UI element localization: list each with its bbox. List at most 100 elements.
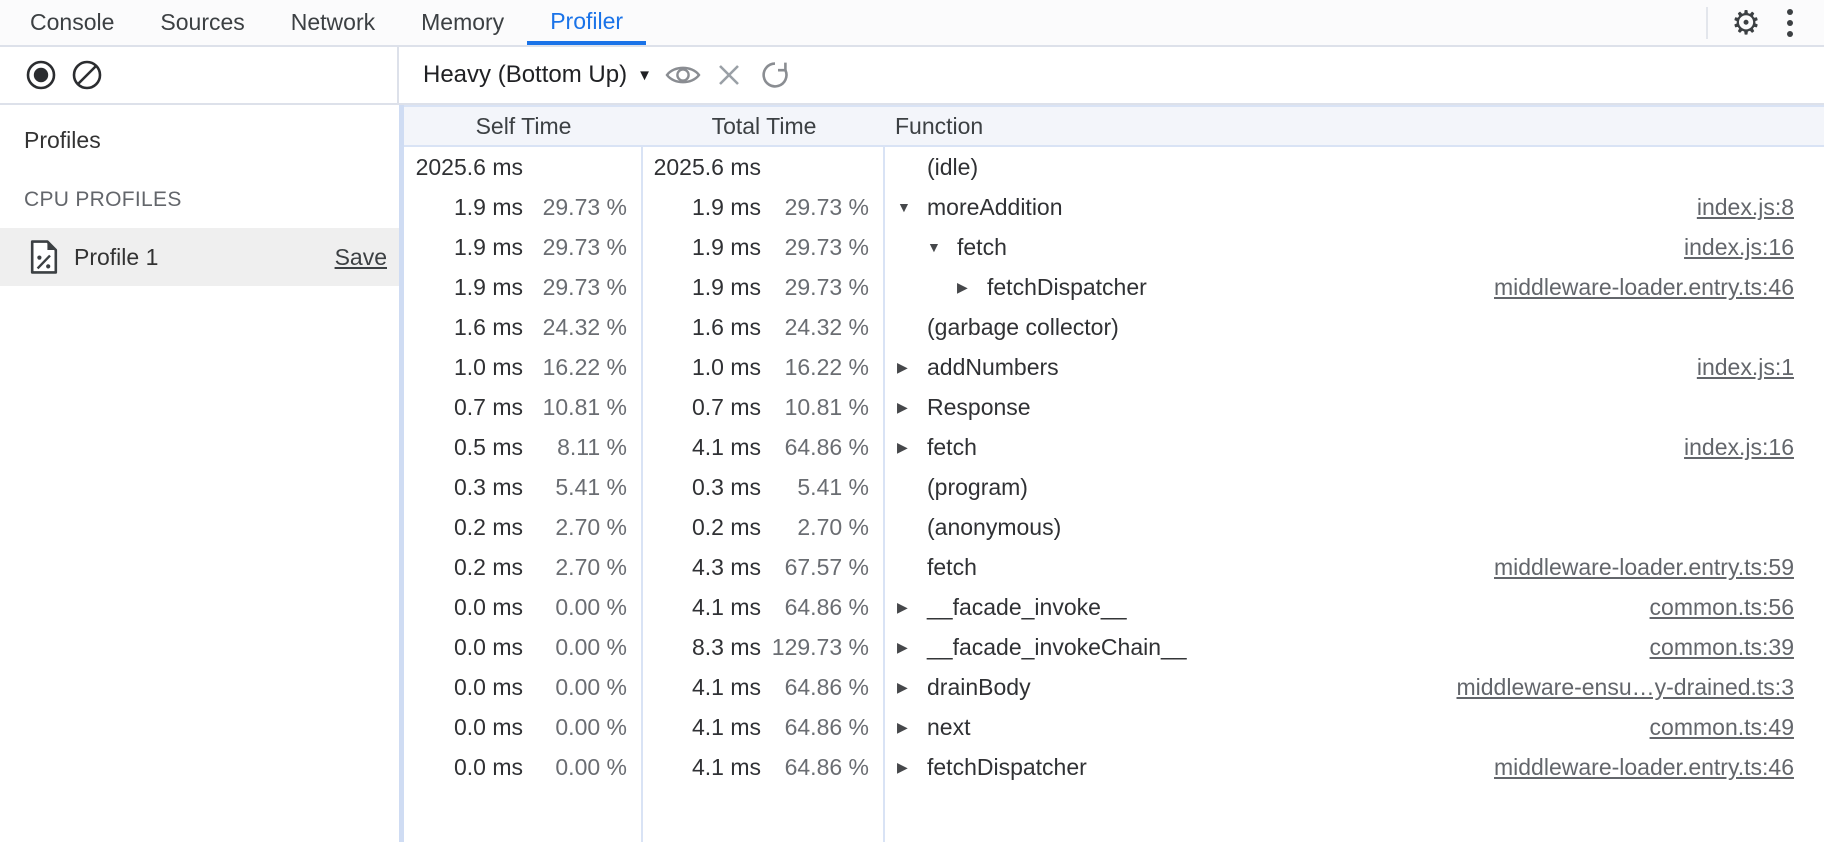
expand-arrow-icon[interactable]: ▶ bbox=[957, 278, 968, 295]
self-time-cell: 0.0 ms 0.00 % bbox=[404, 594, 643, 621]
profile-list-item[interactable]: Profile 1 Save bbox=[0, 228, 399, 286]
self-time-ms: 1.0 ms bbox=[453, 353, 523, 380]
table-row[interactable]: 1.9 ms 29.73 % 1.9 ms 29.73 % ▼ fetch in… bbox=[404, 227, 1824, 267]
source-location-link[interactable]: middleware-loader.entry.ts:46 bbox=[1494, 753, 1794, 780]
function-name: drainBody bbox=[927, 673, 1031, 700]
expand-arrow-icon[interactable]: ▶ bbox=[897, 638, 908, 655]
table-row[interactable]: 0.2 ms 2.70 % 0.2 ms 2.70 % (anonymous) bbox=[404, 507, 1824, 547]
table-row[interactable]: 1.0 ms 16.22 % 1.0 ms 16.22 % ▶ addNumbe… bbox=[404, 347, 1824, 387]
table-row[interactable]: 0.0 ms 0.00 % 4.1 ms 64.86 % ▶ drainBody… bbox=[404, 667, 1824, 707]
expand-arrow-icon[interactable]: ▶ bbox=[897, 598, 908, 615]
expand-arrow-icon[interactable]: ▶ bbox=[897, 678, 908, 695]
close-icon bbox=[719, 65, 739, 85]
total-time-cell: 4.1 ms 64.86 % bbox=[643, 594, 885, 621]
self-time-cell: 1.6 ms 24.32 % bbox=[404, 314, 643, 341]
self-time-cell: 0.0 ms 0.00 % bbox=[404, 634, 643, 661]
table-row[interactable]: 0.2 ms 2.70 % 4.3 ms 67.57 % fetch middl… bbox=[404, 547, 1824, 587]
table-row[interactable]: 1.6 ms 24.32 % 1.6 ms 24.32 % (garbage c… bbox=[404, 307, 1824, 347]
source-location-link[interactable]: common.ts:39 bbox=[1649, 633, 1794, 660]
table-row[interactable]: 2025.6 ms 2025.6 ms (idle) bbox=[404, 147, 1824, 187]
function-cell: ▶ next common.ts:49 bbox=[885, 714, 1824, 741]
expand-arrow-icon[interactable]: ▶ bbox=[897, 358, 908, 375]
clear-profiles-button[interactable] bbox=[66, 54, 108, 96]
source-location-link[interactable]: index.js:16 bbox=[1684, 433, 1794, 460]
tab-network[interactable]: Network bbox=[290, 9, 376, 35]
tab-sources[interactable]: Sources bbox=[160, 9, 245, 35]
source-location-link[interactable]: index.js:1 bbox=[1696, 353, 1794, 380]
table-row[interactable]: 1.9 ms 29.73 % 1.9 ms 29.73 % ▼ moreAddi… bbox=[404, 187, 1824, 227]
profile-data-grid: Self Time Total Time Function 2025.6 ms … bbox=[404, 105, 1824, 842]
restore-all-button[interactable] bbox=[754, 54, 796, 96]
source-location-link[interactable]: middleware-ensu…y-drained.ts:3 bbox=[1456, 673, 1795, 700]
table-row[interactable]: 0.5 ms 8.11 % 4.1 ms 64.86 % ▶ fetch ind… bbox=[404, 427, 1824, 467]
table-row[interactable]: 0.0 ms 0.00 % 8.3 ms 129.73 % ▶ __facade… bbox=[404, 627, 1824, 667]
exclude-selected-button[interactable] bbox=[708, 54, 750, 96]
profiler-content: Profiles CPU PROFILES Profile 1 Save Sel… bbox=[0, 105, 1824, 842]
expand-arrow-icon[interactable]: ▶ bbox=[897, 438, 908, 455]
record-button[interactable] bbox=[20, 54, 62, 96]
self-time-percent: 5.41 % bbox=[555, 473, 627, 500]
expand-arrow-icon[interactable]: ▼ bbox=[927, 239, 941, 255]
source-location-link[interactable]: index.js:8 bbox=[1696, 193, 1794, 220]
table-row[interactable]: 0.0 ms 0.00 % 4.1 ms 64.86 % ▶ __facade_… bbox=[404, 587, 1824, 627]
table-row[interactable]: 0.0 ms 0.00 % 4.1 ms 64.86 % ▶ fetchDisp… bbox=[404, 747, 1824, 787]
function-name: (garbage collector) bbox=[927, 313, 1119, 340]
total-time-ms: 4.1 ms bbox=[691, 433, 761, 460]
expand-arrow-icon[interactable]: ▶ bbox=[897, 398, 908, 415]
total-time-percent: 64.86 % bbox=[784, 433, 869, 460]
source-location-link[interactable]: common.ts:56 bbox=[1649, 593, 1794, 620]
self-time-ms: 0.3 ms bbox=[453, 473, 523, 500]
function-tree-node: fetch bbox=[897, 554, 977, 581]
source-location-link[interactable]: common.ts:49 bbox=[1649, 713, 1794, 740]
function-name: fetch bbox=[927, 553, 977, 580]
tab-profiler[interactable]: Profiler bbox=[527, 0, 647, 45]
view-mode-select[interactable]: Heavy (Bottom Up) ▼ bbox=[413, 61, 662, 89]
table-row[interactable]: 0.0 ms 0.00 % 4.1 ms 64.86 % ▶ next comm… bbox=[404, 707, 1824, 747]
column-header-function[interactable]: Function bbox=[895, 112, 984, 139]
self-time-ms: 2025.6 ms bbox=[415, 153, 523, 180]
source-location-link[interactable]: middleware-loader.entry.ts:46 bbox=[1494, 273, 1794, 300]
function-name: next bbox=[927, 713, 971, 740]
self-time-ms: 1.9 ms bbox=[453, 273, 523, 300]
column-divider[interactable] bbox=[883, 105, 885, 842]
more-options-button[interactable] bbox=[1768, 1, 1812, 45]
function-cell: ▶ addNumbers index.js:1 bbox=[885, 354, 1824, 381]
settings-button[interactable]: ⚙ bbox=[1724, 1, 1768, 45]
total-time-ms: 4.1 ms bbox=[691, 713, 761, 740]
column-header-self-time[interactable]: Self Time bbox=[475, 112, 572, 139]
function-cell: ▶ fetch index.js:16 bbox=[885, 434, 1824, 461]
table-row[interactable]: 1.9 ms 29.73 % 1.9 ms 29.73 % ▶ fetchDis… bbox=[404, 267, 1824, 307]
function-name: fetchDispatcher bbox=[927, 753, 1087, 780]
total-time-cell: 4.1 ms 64.86 % bbox=[643, 714, 885, 741]
column-divider[interactable] bbox=[641, 105, 643, 842]
tab-console[interactable]: Console bbox=[30, 9, 115, 35]
panel-tabs: Console Sources Network Memory Profiler bbox=[0, 0, 647, 45]
function-name: __facade_invoke__ bbox=[927, 593, 1127, 620]
cpu-profiles-section-label: CPU PROFILES bbox=[24, 188, 182, 211]
tab-memory[interactable]: Memory bbox=[421, 9, 505, 35]
expand-arrow-icon[interactable]: ▶ bbox=[897, 758, 908, 775]
expand-arrow-icon[interactable]: ▶ bbox=[897, 718, 908, 735]
source-location-link[interactable]: middleware-loader.entry.ts:59 bbox=[1494, 553, 1794, 580]
sidebar-resizer[interactable] bbox=[399, 105, 404, 842]
total-time-percent: 64.86 % bbox=[784, 673, 869, 700]
function-name: fetch bbox=[957, 233, 1007, 260]
self-time-ms: 1.9 ms bbox=[453, 193, 523, 220]
record-icon bbox=[26, 60, 56, 90]
self-time-ms: 1.9 ms bbox=[453, 233, 523, 260]
column-header-total-time[interactable]: Total Time bbox=[711, 112, 817, 139]
save-profile-link[interactable]: Save bbox=[334, 243, 387, 270]
self-time-percent: 0.00 % bbox=[555, 753, 627, 780]
total-time-percent: 64.86 % bbox=[784, 593, 869, 620]
table-row[interactable]: 0.7 ms 10.81 % 0.7 ms 10.81 % ▶ Response bbox=[404, 387, 1824, 427]
self-time-ms: 0.0 ms bbox=[453, 713, 523, 740]
expand-arrow-icon[interactable]: ▼ bbox=[897, 199, 911, 215]
function-tree-node: (garbage collector) bbox=[897, 314, 1119, 341]
source-location-link[interactable]: index.js:16 bbox=[1684, 233, 1794, 260]
function-cell: (anonymous) bbox=[885, 514, 1824, 541]
self-time-cell: 0.3 ms 5.41 % bbox=[404, 474, 643, 501]
focus-selected-button[interactable] bbox=[662, 54, 704, 96]
self-time-ms: 0.7 ms bbox=[453, 393, 523, 420]
table-row[interactable]: 0.3 ms 5.41 % 0.3 ms 5.41 % (program) bbox=[404, 467, 1824, 507]
function-cell: ▶ fetchDispatcher middleware-loader.entr… bbox=[885, 754, 1824, 781]
